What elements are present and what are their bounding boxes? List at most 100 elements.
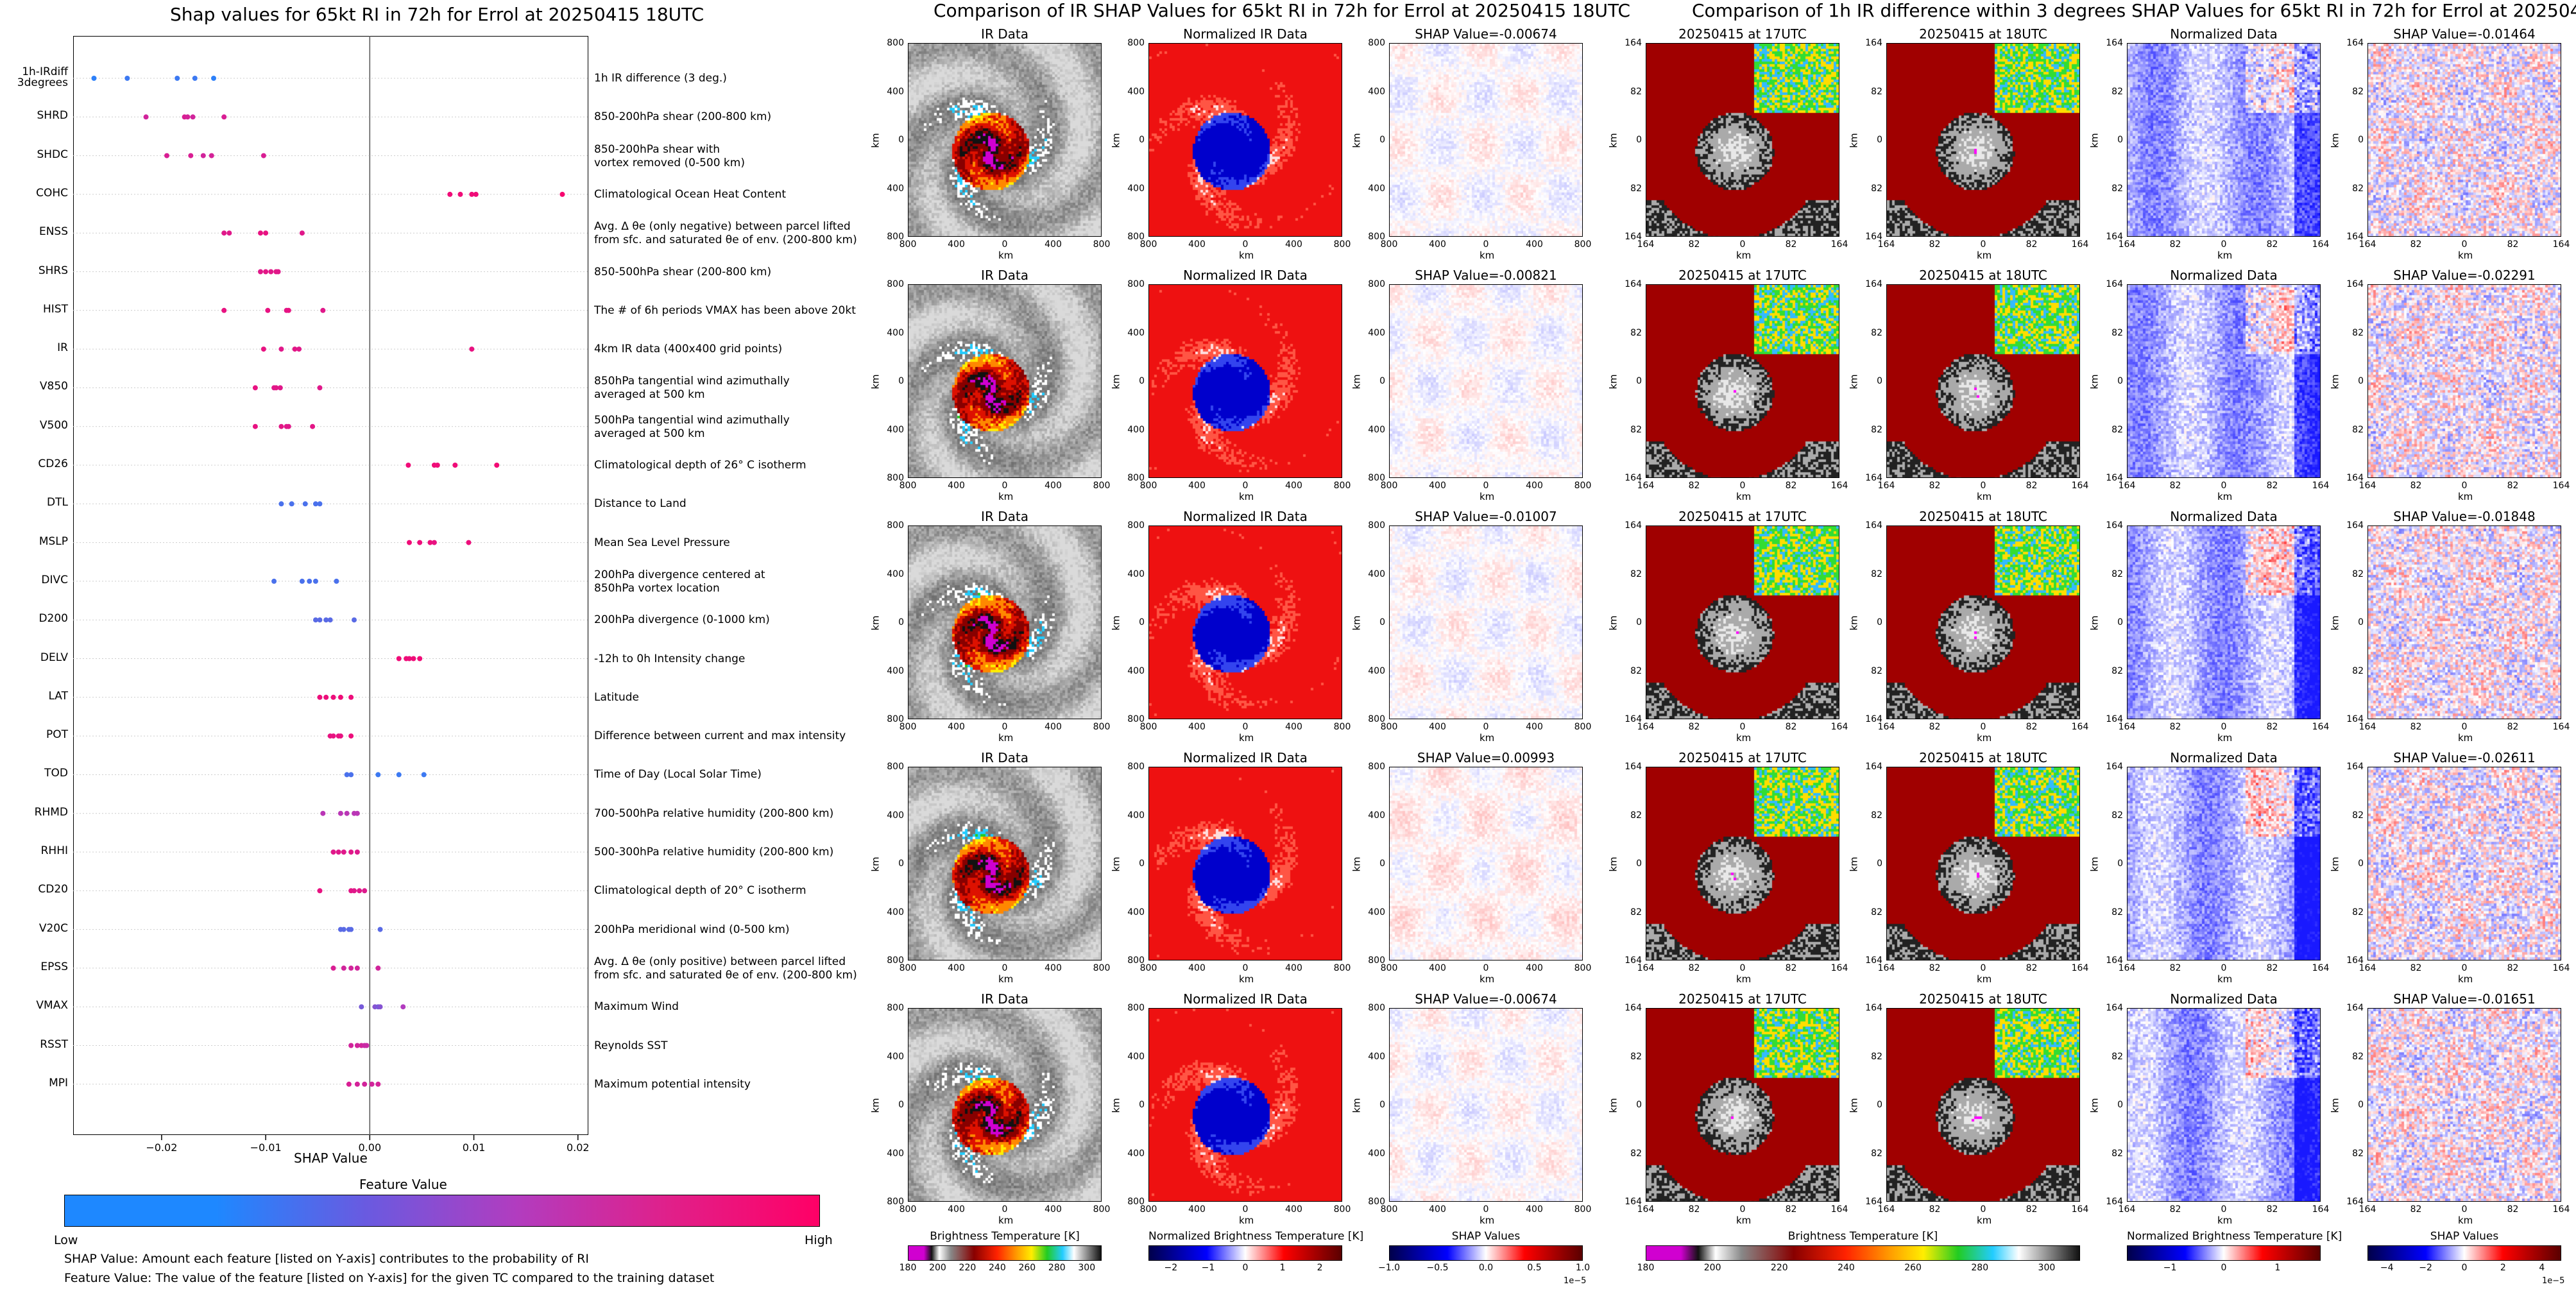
y-tick-label: 164 <box>1865 1003 1882 1013</box>
y-tick-label: 0 <box>1877 1100 1882 1110</box>
x-axis-label: km <box>1480 973 1495 985</box>
x-tick-label: 82 <box>2266 1204 2278 1215</box>
x-tick-label: 164 <box>1637 1204 1655 1215</box>
y-axis-label: km <box>1848 374 1860 389</box>
y-tick-label: 0 <box>898 376 904 386</box>
ir-shap-panel-image <box>1390 1009 1582 1201</box>
x-tick-label: 400 <box>948 239 965 250</box>
feature-label: SHRS <box>38 264 68 277</box>
feature-label: V850 <box>39 380 68 393</box>
ir-shap-panel <box>1389 43 1583 237</box>
ir-18utc-panel-title: 20250415 at 18UTC <box>1919 26 2047 42</box>
x-axis-label: km <box>1239 250 1254 261</box>
irdiff-shap-panel-image <box>2368 44 2561 236</box>
y-tick-label: 400 <box>1368 1051 1385 1062</box>
colorbar-title: SHAP Values <box>1451 1230 1521 1243</box>
x-tick-label: 0 <box>1980 239 1986 250</box>
y-tick-label: 800 <box>1368 1003 1385 1013</box>
y-axis-label: km <box>869 857 882 872</box>
y-tick-label: 164 <box>2346 955 2364 966</box>
colorbar-tick-label: 200 <box>1703 1263 1721 1273</box>
irdiff-shap-panel <box>2367 525 2561 719</box>
y-tick-label: 400 <box>1127 1148 1145 1159</box>
x-axis-label: km <box>1977 491 1992 502</box>
x-tick-label: 800 <box>1380 481 1398 491</box>
y-tick-label: 800 <box>1368 38 1385 48</box>
x-tick-label: 82 <box>2410 481 2422 491</box>
feature-value-colorbar <box>64 1195 820 1227</box>
feature-value-colorbar-title: Feature Value <box>359 1177 447 1192</box>
colorbar-tick-label: 240 <box>989 1263 1006 1273</box>
y-tick-label: 82 <box>2111 1148 2123 1159</box>
x-tick-label: 0 <box>1483 722 1489 732</box>
x-tick-label: 164 <box>2312 722 2330 732</box>
x-tick-label: 164 <box>2071 963 2089 973</box>
y-tick-label: 164 <box>2106 38 2123 48</box>
y-tick-label: 82 <box>1871 907 1882 918</box>
y-tick-label: 400 <box>1368 1148 1385 1159</box>
x-tick-label: 0 <box>1739 481 1746 491</box>
feature-description: 200hPa meridional wind (0-500 km) <box>594 923 790 936</box>
feature-label: CD26 <box>38 457 68 470</box>
x-tick-label: 82 <box>1688 722 1700 732</box>
x-tick-label: 164 <box>1830 1204 1848 1215</box>
x-axis-label: km <box>2458 491 2473 502</box>
ir-data-panel-title: IR Data <box>981 991 1028 1007</box>
irdiff-shap-panel-image <box>2368 767 2561 960</box>
x-axis-label: km <box>1480 1215 1495 1226</box>
colorbar-tick-label: 180 <box>1637 1263 1655 1273</box>
y-tick-label: 0 <box>1139 1100 1145 1110</box>
colorbar-title: Normalized Brightness Temperature [K] <box>1148 1230 1364 1243</box>
feature-label: CD20 <box>38 883 68 896</box>
y-tick-label: 82 <box>2352 1051 2364 1062</box>
x-tick-label: 800 <box>1333 1204 1351 1215</box>
x-tick-label: 82 <box>2410 963 2422 973</box>
x-axis-label: km <box>1239 491 1254 502</box>
feature-label: POT <box>46 728 68 742</box>
x-tick-label: 82 <box>2169 1204 2181 1215</box>
ir-data-panel-image <box>908 767 1101 960</box>
y-tick-label: 800 <box>1127 38 1145 48</box>
ir-18utc-panel <box>1886 525 2080 719</box>
y-tick-label: 800 <box>887 955 904 966</box>
x-tick-label: 800 <box>1333 481 1351 491</box>
feature-label: 1h-IRdiff 3degrees <box>17 65 68 89</box>
ir-18utc-panel-image <box>1887 767 2079 960</box>
feature-label: RHHI <box>40 844 68 857</box>
normalized-ir-panel-image <box>1149 767 1342 960</box>
colorbar-tick-label: 260 <box>1018 1263 1036 1273</box>
x-tick-label: 82 <box>2169 239 2181 250</box>
colorbar-gradient <box>1646 1245 2080 1261</box>
x-axis-label: km <box>1480 732 1495 744</box>
x-tick-label: 164 <box>2358 963 2376 973</box>
x-tick-label: 0 <box>2221 239 2227 250</box>
normalized-diff-panel <box>2127 1008 2321 1202</box>
y-tick-label: 82 <box>2352 1148 2364 1159</box>
colorbar-tick-label: 2 <box>2500 1263 2506 1273</box>
y-tick-label: 800 <box>1368 762 1385 772</box>
y-tick-label: 82 <box>2111 810 2123 821</box>
colorbar-tick-label: 0 <box>2461 1263 2468 1273</box>
ir-data-panel <box>908 525 1102 719</box>
x-tick-label: 400 <box>1526 239 1543 250</box>
feature-description: 500hPa tangential wind azimuthally avera… <box>594 413 790 440</box>
y-tick-label: 164 <box>1865 520 1882 531</box>
x-tick-label: 400 <box>1285 1204 1302 1215</box>
y-tick-label: 400 <box>887 568 904 579</box>
x-tick-label: −0.02 <box>146 1141 178 1154</box>
y-axis-label: km <box>869 133 882 148</box>
y-tick-label: 400 <box>1368 907 1385 918</box>
y-tick-label: 82 <box>1630 424 1642 435</box>
y-tick-label: 82 <box>1630 907 1642 918</box>
y-axis-label: km <box>1848 133 1860 148</box>
colorbar-tick-label: 2 <box>1317 1263 1323 1273</box>
ir-data-panel <box>908 767 1102 960</box>
x-tick-label: 0 <box>1002 481 1008 491</box>
x-axis-label: km <box>2458 732 2473 744</box>
y-tick-label: 164 <box>2106 1197 2123 1207</box>
x-tick-label: 0 <box>2461 963 2468 973</box>
y-axis-label: km <box>2088 615 2101 631</box>
x-axis-label: km <box>1480 250 1495 261</box>
feature-label: EPSS <box>40 960 68 973</box>
irdiff-shap-panel <box>2367 767 2561 960</box>
